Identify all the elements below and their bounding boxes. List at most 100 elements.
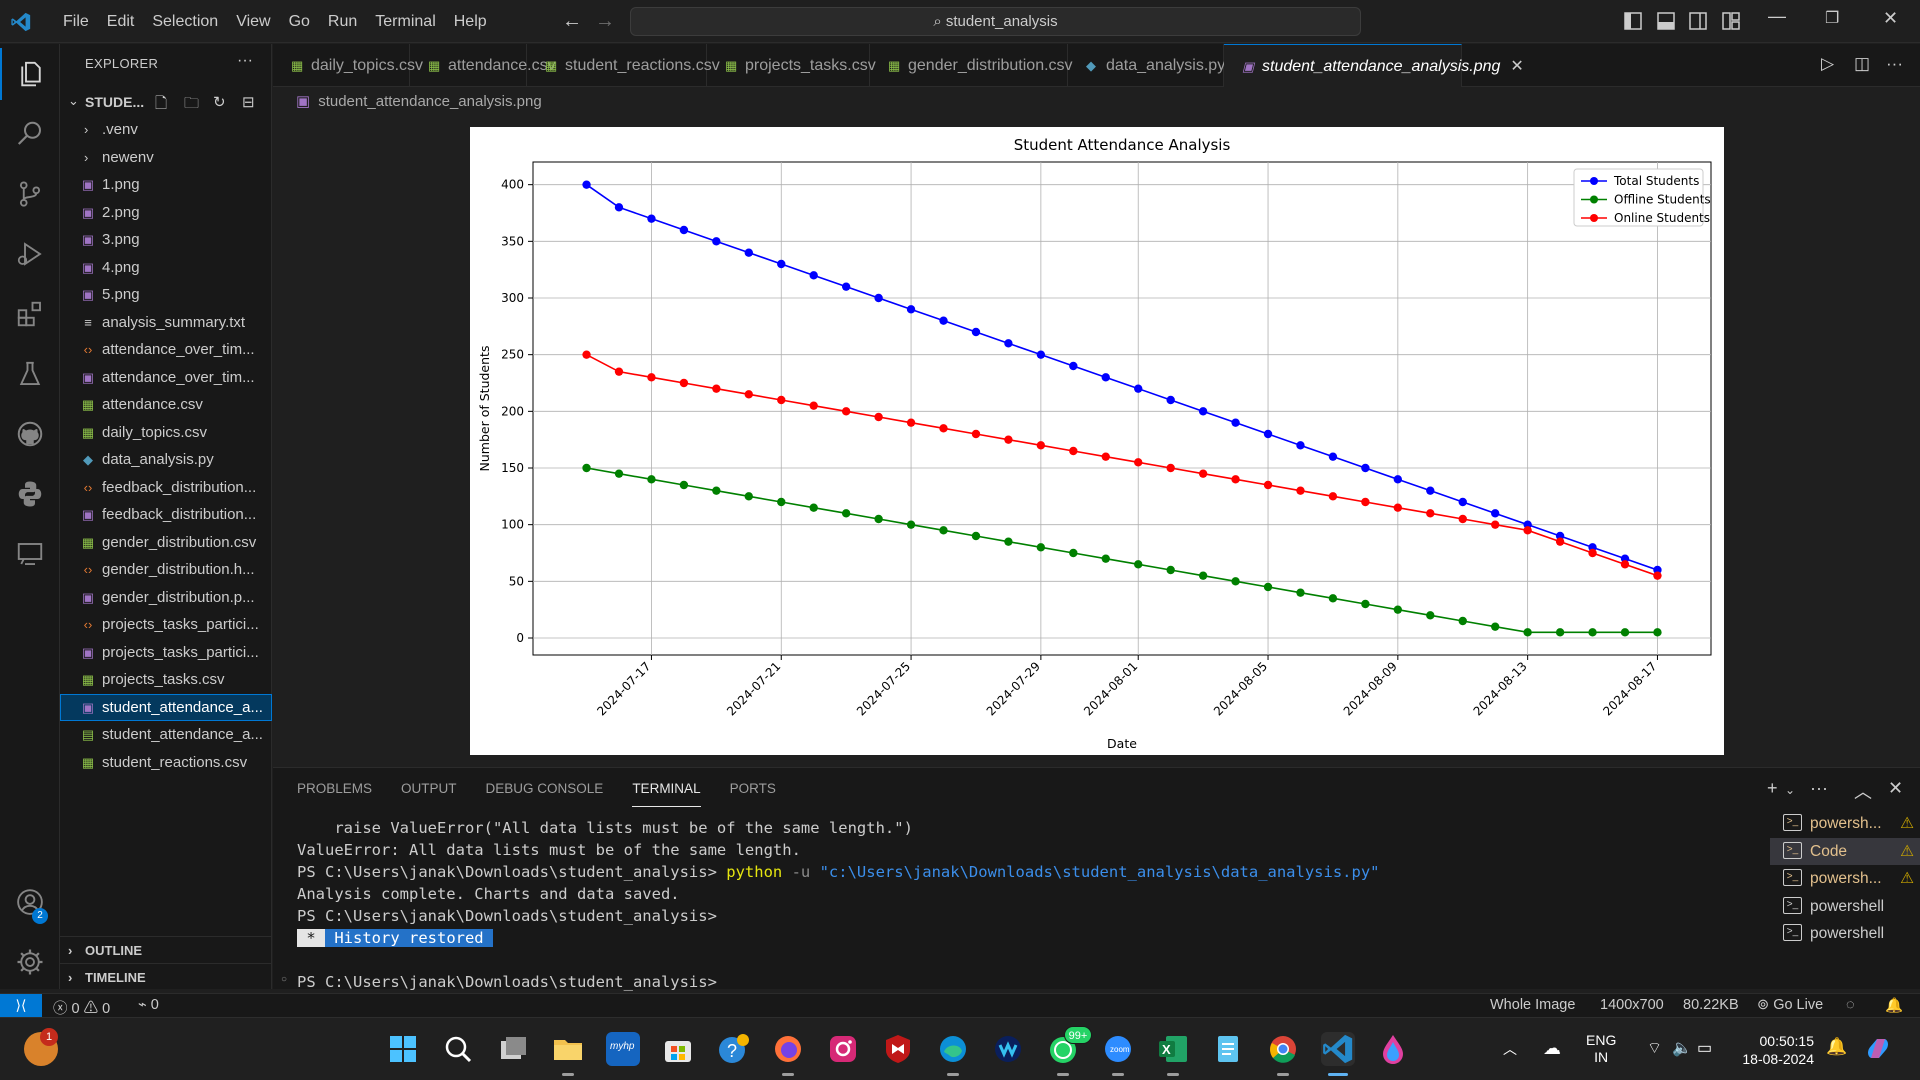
language-indicator[interactable]: ENG IN: [1586, 1032, 1616, 1066]
editor-tab[interactable]: ▦ student_reactions.csv: [527, 44, 720, 87]
new-file-icon[interactable]: 🗋: [155, 95, 168, 112]
whatsapp-icon[interactable]: 99+: [1046, 1026, 1092, 1076]
terminal-instance[interactable]: >_ powersh... ⚠: [1770, 865, 1920, 893]
file-item[interactable]: ▣ 2.png: [60, 199, 272, 227]
firefox-icon[interactable]: [771, 1032, 805, 1076]
editor-tab[interactable]: ▦ attendance.csv: [410, 44, 556, 87]
panel-tab-ports[interactable]: PORTS: [729, 781, 776, 796]
volume-icon[interactable]: 🔈: [1672, 1040, 1692, 1057]
panel-tab-output[interactable]: OUTPUT: [401, 781, 457, 796]
search-icon[interactable]: [441, 1032, 475, 1066]
file-item[interactable]: ‹› projects_tasks_partici...: [60, 611, 272, 639]
file-item[interactable]: ‹› gender_distribution.h...: [60, 556, 272, 584]
remote-indicator-icon[interactable]: ⟩⟨: [0, 994, 42, 1018]
editor-tab[interactable]: ▦ projects_tasks.csv: [707, 44, 876, 87]
file-item[interactable]: ▦ projects_tasks.csv: [60, 666, 272, 694]
extensions-activity[interactable]: [0, 288, 60, 340]
refresh-icon[interactable]: ↻: [213, 94, 226, 111]
file-item[interactable]: ▤ student_attendance_a...: [60, 721, 272, 749]
file-item[interactable]: ▣ 3.png: [60, 226, 272, 254]
file-item[interactable]: ▦ gender_distribution.csv: [60, 529, 272, 557]
notifications-icon[interactable]: 🔔: [1885, 998, 1904, 1014]
editor-tab[interactable]: ▣ student_attendance_analysis.png ✕: [1224, 44, 1524, 87]
timeline-section[interactable]: › TIMELINE: [60, 963, 272, 990]
zoom-icon[interactable]: zoom: [1101, 1032, 1135, 1076]
file-item[interactable]: ▣ feedback_distribution...: [60, 501, 272, 529]
instagram-icon[interactable]: [826, 1032, 860, 1066]
workspace-folder-header[interactable]: ⌄ STUDE... 🗋 🗀 ↻ ⊟: [60, 91, 272, 113]
more-actions-icon[interactable]: ···: [1810, 778, 1828, 798]
wifi-icon[interactable]: ⌔: [1647, 1040, 1663, 1057]
more-actions-icon[interactable]: ···: [1886, 54, 1903, 73]
microsoft-store-icon[interactable]: [661, 1032, 695, 1066]
remote-explorer-activity[interactable]: [0, 528, 60, 580]
terminal-instance[interactable]: >_ powersh... ⚠: [1770, 810, 1920, 838]
explorer-activity[interactable]: [0, 48, 60, 100]
breadcrumb[interactable]: ▣ student_attendance_analysis.png: [296, 92, 542, 110]
customize-layout-icon[interactable]: [1722, 12, 1740, 30]
folder-item[interactable]: › .venv: [60, 116, 272, 144]
run-debug-activity[interactable]: [0, 228, 60, 280]
maximize-panel-icon[interactable]: ︿: [1854, 782, 1872, 802]
widgets-icon[interactable]: 1: [24, 1028, 58, 1066]
toggle-secondary-sidebar-icon[interactable]: [1689, 12, 1707, 30]
excel-icon[interactable]: X: [1156, 1032, 1190, 1076]
image-preview[interactable]: 0 50 100 150 200 250 300 350 400 2024-07-17 2024-0…: [470, 127, 1724, 755]
myhp-icon[interactable]: myhp: [606, 1032, 640, 1066]
close-panel-icon[interactable]: ✕: [1888, 778, 1904, 798]
file-item[interactable]: ▣ gender_distribution.p...: [60, 584, 272, 612]
chrome-icon[interactable]: [1266, 1032, 1300, 1076]
file-item[interactable]: ▦ daily_topics.csv: [60, 419, 272, 447]
terminal-instance[interactable]: >_ powershell: [1770, 893, 1920, 921]
copilot-icon[interactable]: [1863, 1032, 1897, 1066]
file-item[interactable]: ▣ 5.png: [60, 281, 272, 309]
python-activity[interactable]: [0, 468, 60, 520]
clock[interactable]: 00:50:15 18-08-2024: [1734, 1032, 1814, 1068]
battery-icon[interactable]: ▭: [1697, 1040, 1713, 1057]
task-view-icon[interactable]: [496, 1032, 530, 1066]
file-item[interactable]: ▣ student_attendance_a...: [60, 693, 272, 721]
ports-indicator[interactable]: ⌁ 0: [138, 997, 159, 1013]
terminal-instance[interactable]: >_ Code ⚠: [1770, 837, 1920, 865]
help-icon[interactable]: ?: [716, 1032, 750, 1066]
accounts-activity[interactable]: 2: [0, 876, 60, 928]
menu-file[interactable]: File: [63, 13, 89, 30]
file-item[interactable]: ▦ attendance.csv: [60, 391, 272, 419]
editor-tab[interactable]: ▦ daily_topics.csv: [273, 44, 423, 87]
menu-edit[interactable]: Edit: [106, 13, 135, 30]
panel-tab-terminal[interactable]: TERMINAL: [632, 772, 701, 807]
file-item[interactable]: ◆ data_analysis.py: [60, 446, 272, 474]
edge-icon[interactable]: [936, 1032, 970, 1076]
search-activity[interactable]: [0, 108, 60, 160]
editor-tab[interactable]: ▦ gender_distribution.csv: [870, 44, 1073, 87]
go-live-button[interactable]: ⊚ Go Live: [1757, 997, 1823, 1013]
forward-arrow-icon[interactable]: →: [595, 10, 615, 32]
terminal-instance[interactable]: >_ powershell: [1770, 920, 1920, 948]
file-item[interactable]: ▦ student_reactions.csv: [60, 749, 272, 777]
file-item[interactable]: ▣ projects_tasks_partici...: [60, 639, 272, 667]
copilot-drop-icon[interactable]: [1376, 1032, 1410, 1066]
terminal-output[interactable]: raise ValueError("All data lists must be…: [297, 817, 1380, 993]
editor-tab[interactable]: ◆ data_analysis.py: [1068, 44, 1225, 87]
testing-activity[interactable]: [0, 348, 60, 400]
maximize-icon[interactable]: ❐: [1825, 10, 1840, 27]
show-hidden-icons-icon[interactable]: ︿: [1503, 1041, 1517, 1057]
file-item[interactable]: ‹› feedback_distribution...: [60, 474, 272, 502]
file-explorer-icon[interactable]: [551, 1032, 585, 1076]
new-folder-icon[interactable]: 🗀: [184, 95, 200, 112]
settings-activity[interactable]: [0, 936, 60, 988]
more-actions-icon[interactable]: ···: [237, 52, 253, 69]
toggle-primary-sidebar-icon[interactable]: [1624, 12, 1642, 30]
command-center-search[interactable]: ⌕ student_analysis: [630, 7, 1361, 36]
run-icon[interactable]: ▷: [1821, 54, 1835, 73]
split-editor-icon[interactable]: ◫: [1854, 54, 1871, 73]
toggle-panel-icon[interactable]: [1657, 12, 1675, 30]
file-item[interactable]: ▣ attendance_over_tim...: [60, 364, 272, 392]
vscode-taskbar-icon[interactable]: [1321, 1032, 1355, 1076]
start-icon[interactable]: [386, 1032, 420, 1066]
onedrive-icon[interactable]: ☁: [1543, 1038, 1561, 1058]
file-item[interactable]: ▣ 4.png: [60, 254, 272, 282]
back-arrow-icon[interactable]: ←: [562, 10, 582, 32]
collapse-all-icon[interactable]: ⊟: [242, 94, 255, 111]
chevron-down-icon[interactable]: ⌄: [1785, 783, 1796, 797]
